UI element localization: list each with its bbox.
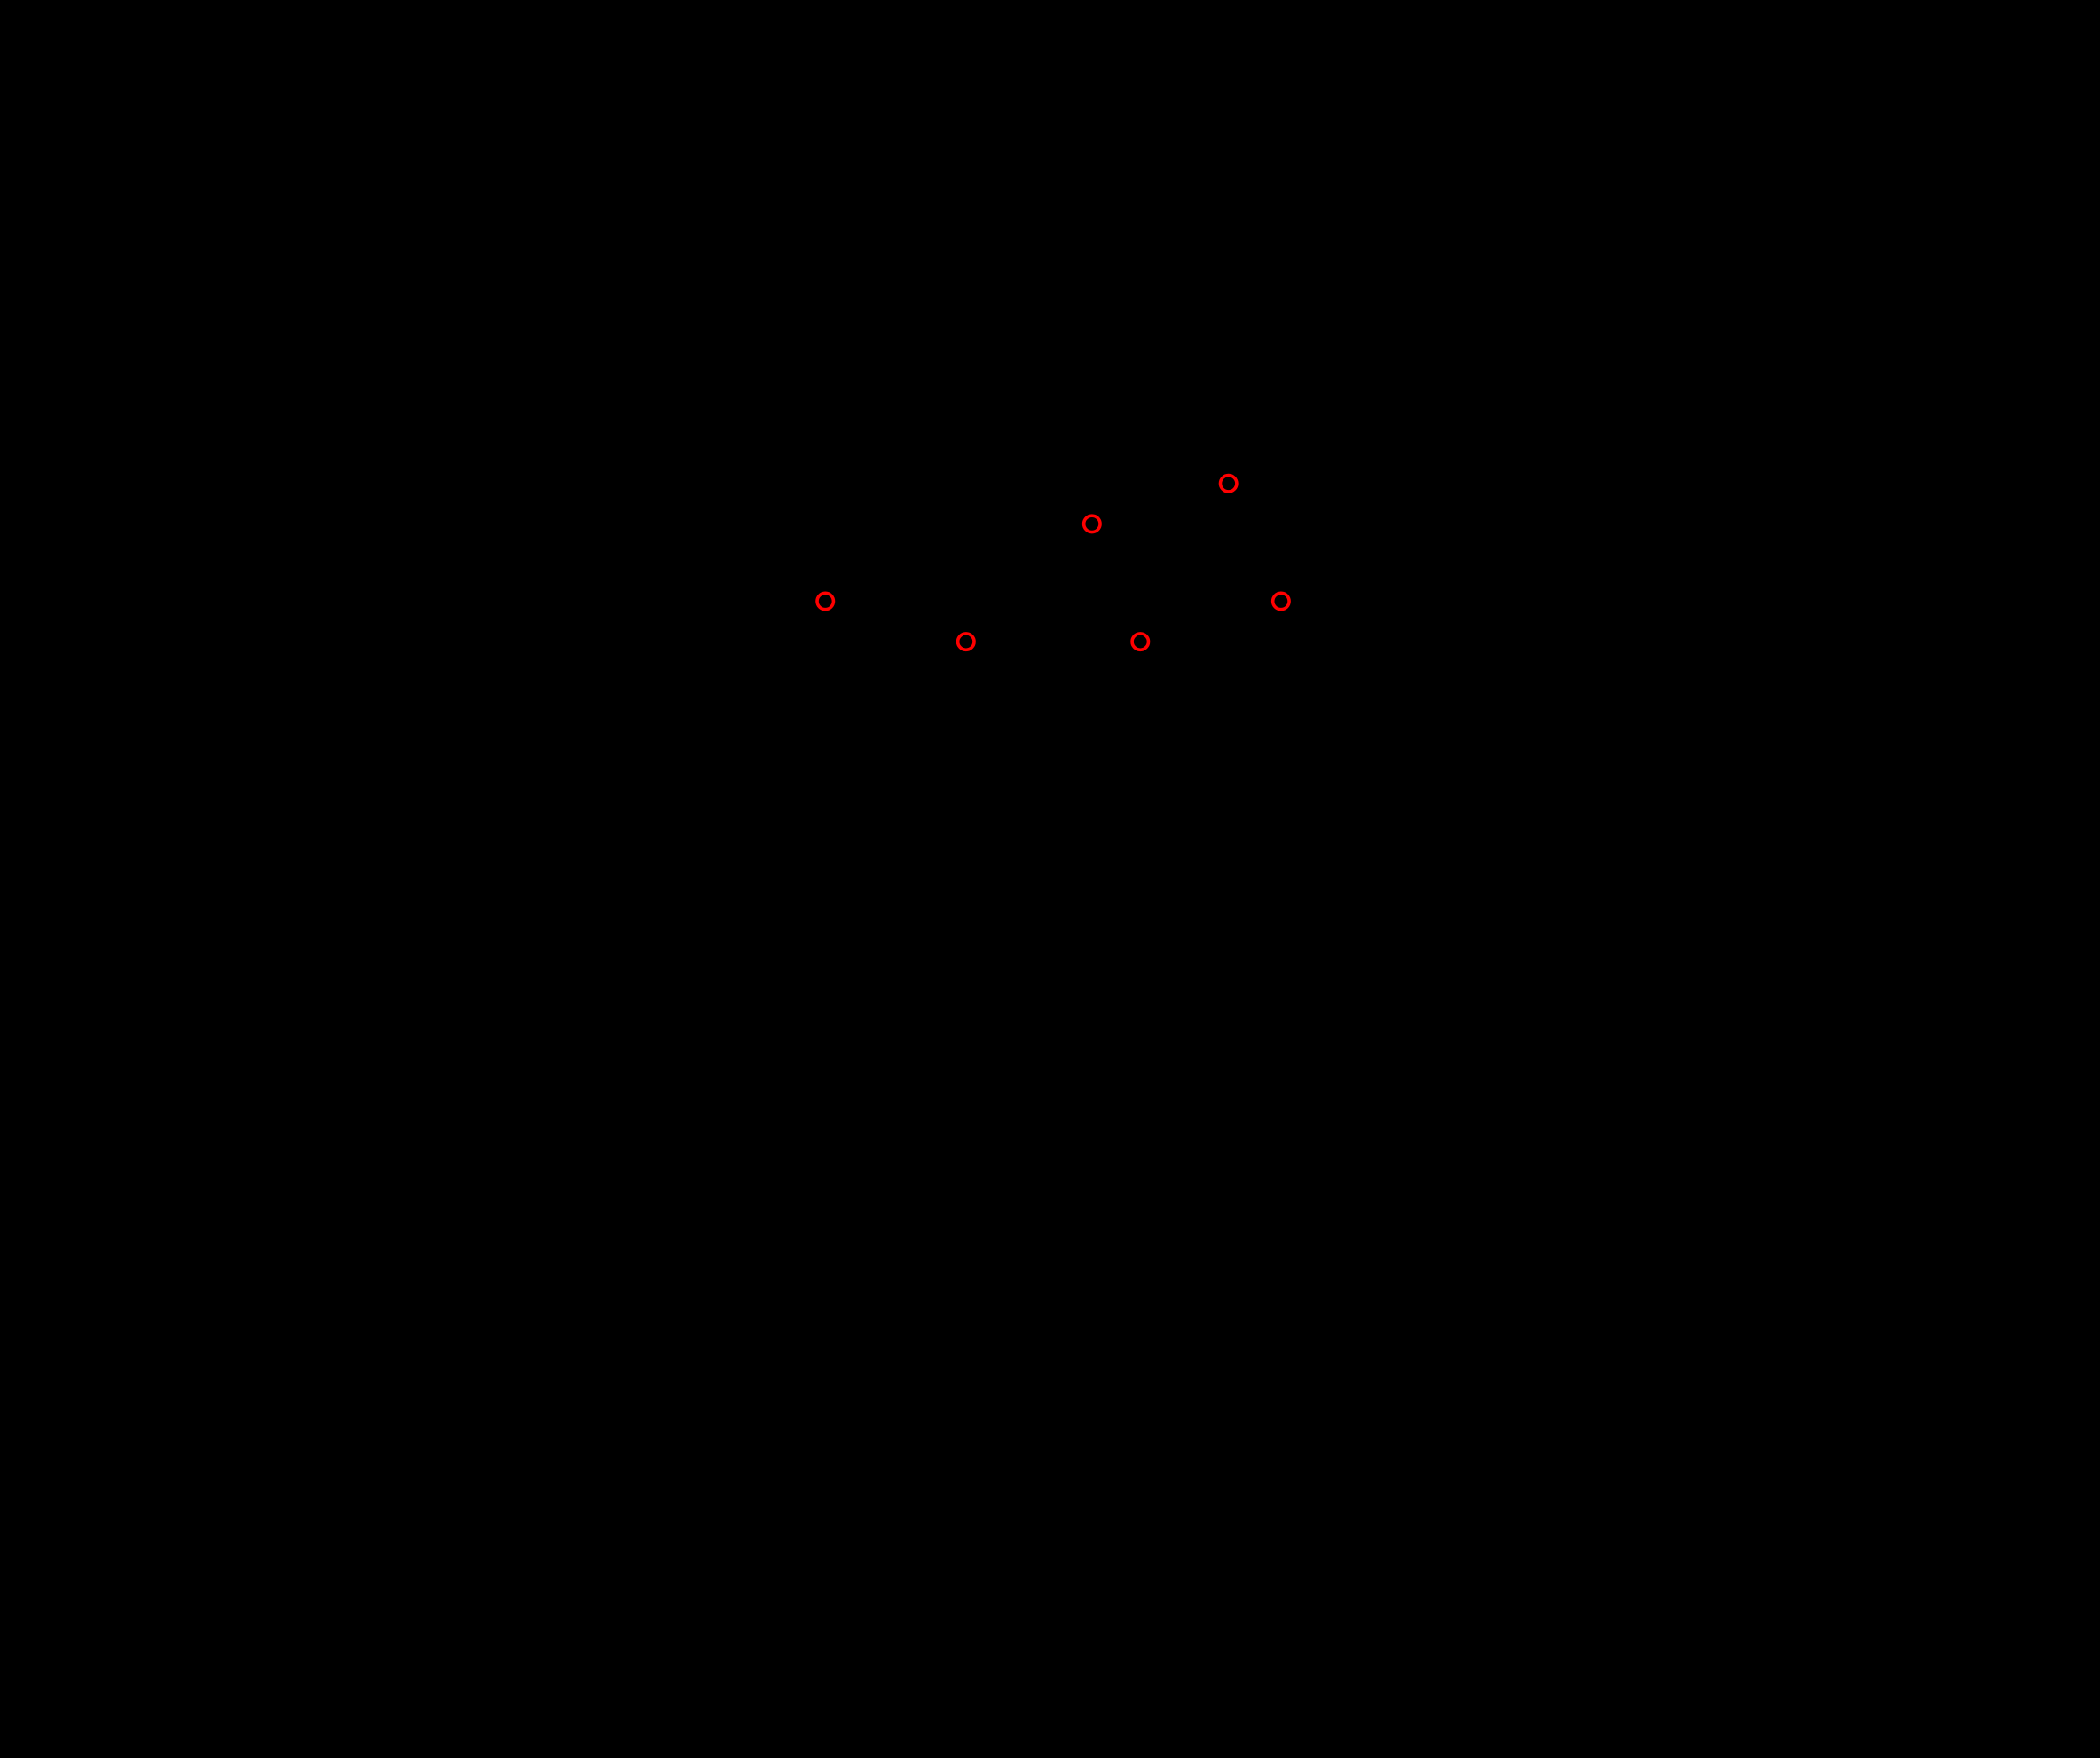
scatter-chart [0,0,2100,1758]
scatter-chart-svg [0,0,2100,1758]
chart-background [0,0,2100,1758]
